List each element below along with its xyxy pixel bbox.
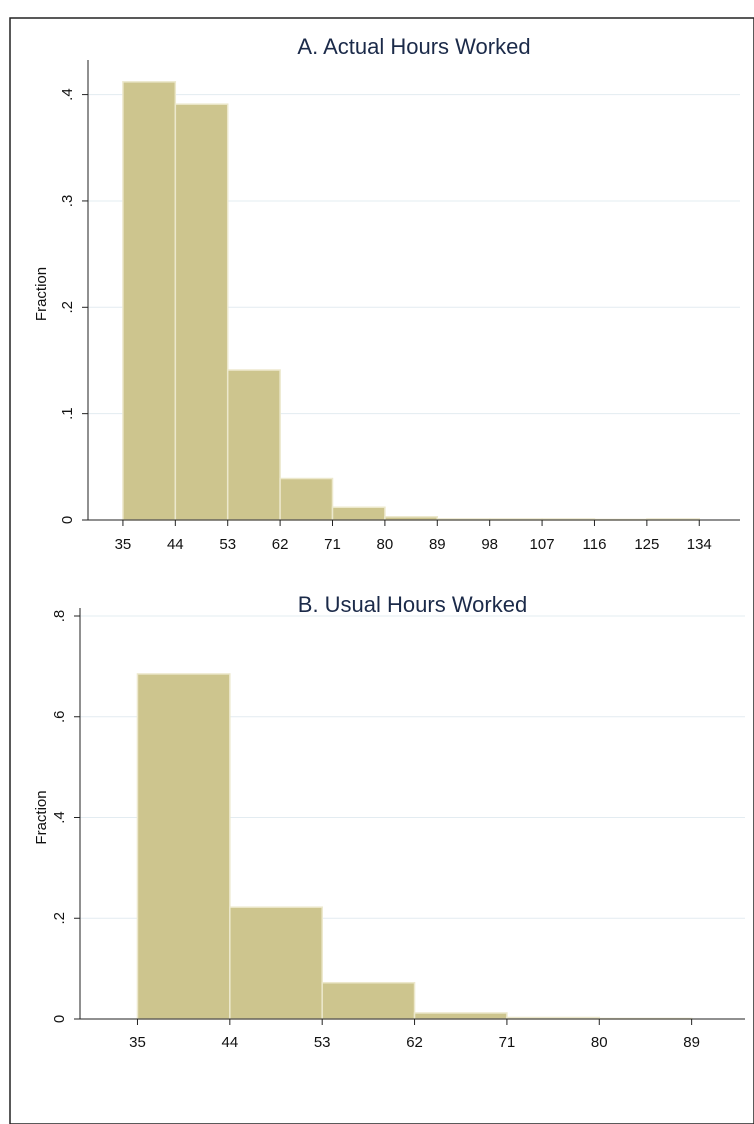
x-tick-label: 89 [429,536,446,553]
y-tick-label: .4 [59,88,76,101]
x-tick-label: 71 [499,1034,516,1051]
y-tick-label: .1 [59,407,76,420]
bar [331,506,386,521]
y-axis-label: Fraction [33,790,50,844]
x-tick-label: 71 [324,536,341,553]
y-tick-label: .8 [51,610,68,623]
y-tick-label: 0 [59,516,76,524]
x-tick-label: 80 [377,536,394,553]
x-tick-label: 62 [406,1034,423,1051]
x-tick-label: 80 [591,1034,608,1051]
chart-title: B. Usual Hours Worked [298,592,527,617]
x-tick-label: 125 [634,536,659,553]
x-tick-label: 98 [481,536,498,553]
x-tick-label: 44 [221,1034,238,1051]
bar [122,81,177,521]
x-tick-label: 44 [167,536,184,553]
y-axis-label: Fraction [33,267,50,321]
bar [321,981,416,1020]
x-tick-label: 53 [219,536,236,553]
figure-frame [9,17,754,1124]
x-tick-label: 89 [683,1034,700,1051]
y-tick-label: .3 [59,195,76,208]
bar [279,477,334,521]
x-tick-label: 62 [272,536,289,553]
x-tick-label: 116 [583,536,607,553]
bar [226,369,281,521]
y-tick-label: .2 [51,912,68,925]
bar [229,906,323,1020]
x-tick-label: 53 [314,1034,331,1051]
x-tick-label: 134 [687,536,712,553]
x-tick-label: 107 [530,536,555,553]
y-tick-label: 0 [51,1015,68,1023]
y-tick-label: .4 [51,811,68,824]
y-tick-label: .6 [51,710,68,723]
bar [136,673,231,1020]
bar [413,1012,508,1020]
y-tick-label: .2 [59,301,76,314]
x-tick-label: 35 [129,1034,146,1051]
x-tick-label: 35 [115,536,132,553]
chart-title: A. Actual Hours Worked [297,34,530,59]
bar [174,103,229,521]
